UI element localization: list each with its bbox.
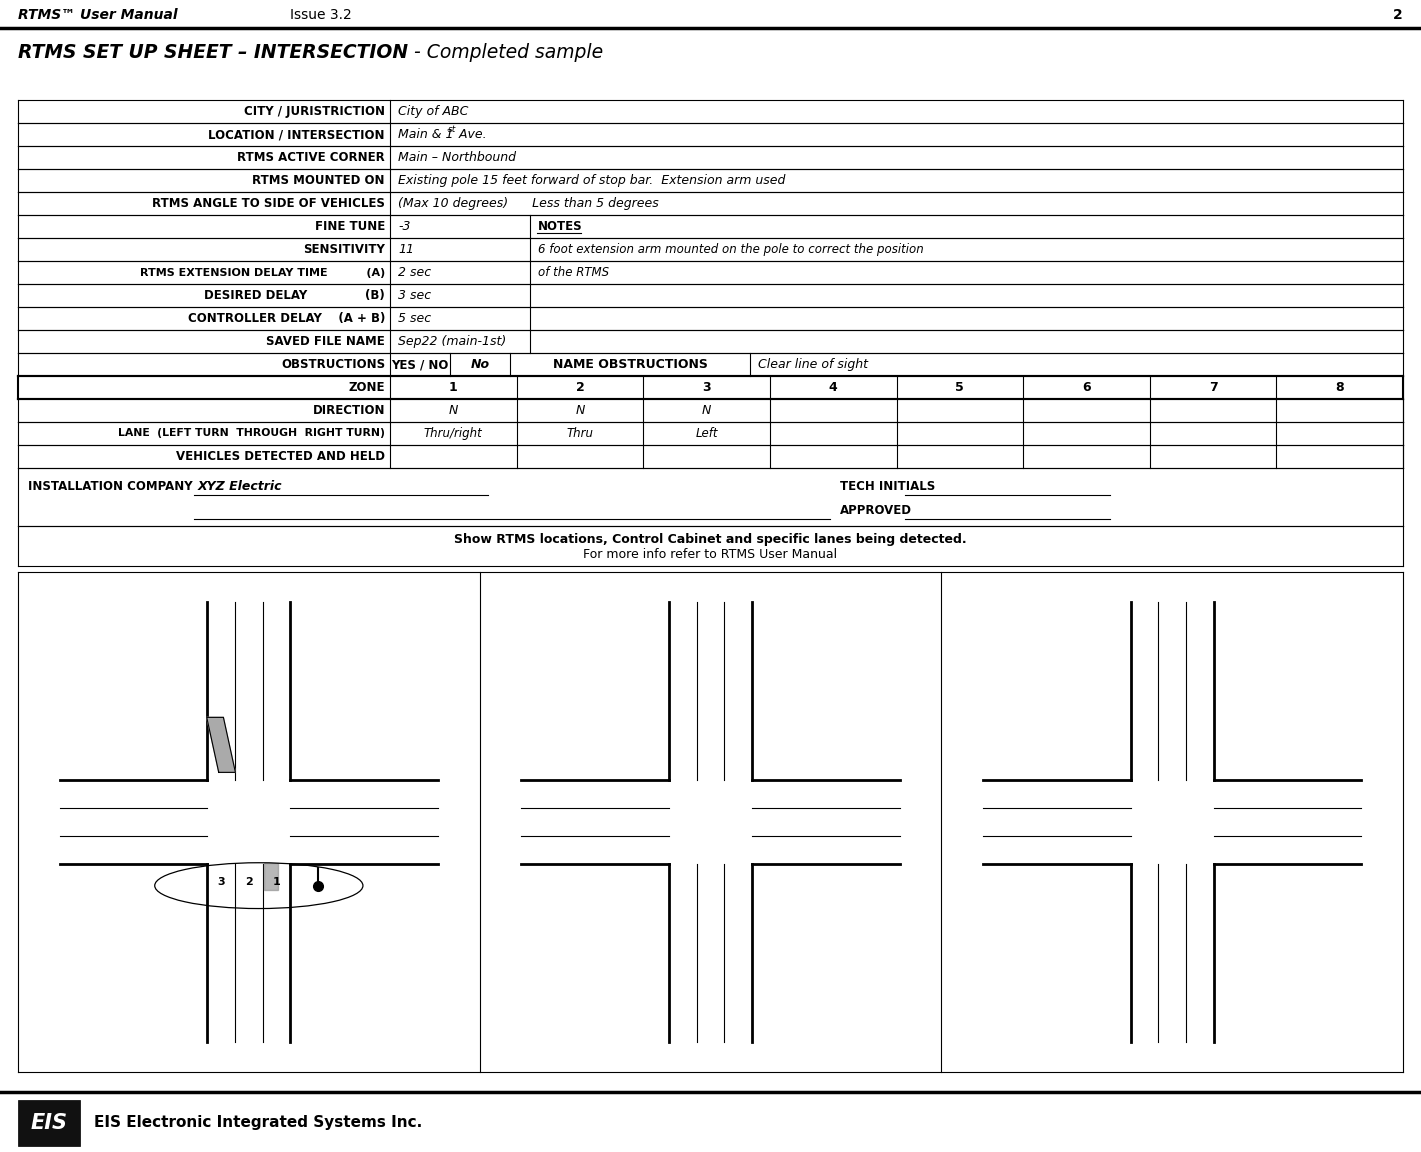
- Text: 2 sec: 2 sec: [398, 266, 431, 279]
- Text: 11: 11: [398, 243, 414, 256]
- Text: DESIRED DELAY              (B): DESIRED DELAY (B): [205, 289, 385, 302]
- Text: RTMS ACTIVE CORNER: RTMS ACTIVE CORNER: [237, 151, 385, 164]
- Text: 5: 5: [955, 381, 965, 394]
- Text: OBSTRUCTIONS: OBSTRUCTIONS: [281, 358, 385, 371]
- Text: st: st: [448, 126, 456, 134]
- Text: TECH INITIALS: TECH INITIALS: [840, 479, 935, 493]
- Text: For more info refer to RTMS User Manual: For more info refer to RTMS User Manual: [583, 547, 837, 561]
- Text: CONTROLLER DELAY    (A + B): CONTROLLER DELAY (A + B): [188, 312, 385, 325]
- Text: - Completed sample: - Completed sample: [408, 43, 603, 61]
- Text: LOCATION / INTERSECTION: LOCATION / INTERSECTION: [209, 128, 385, 141]
- Text: RTMS EXTENSION DELAY TIME          (A): RTMS EXTENSION DELAY TIME (A): [139, 267, 385, 278]
- Text: 2: 2: [1393, 8, 1403, 22]
- Text: VEHICLES DETECTED AND HELD: VEHICLES DETECTED AND HELD: [176, 450, 385, 463]
- Text: (Max 10 degrees)      Less than 5 degrees: (Max 10 degrees) Less than 5 degrees: [398, 197, 659, 210]
- Text: 6: 6: [1083, 381, 1091, 394]
- Text: RTMS SET UP SHEET – INTERSECTION: RTMS SET UP SHEET – INTERSECTION: [18, 43, 408, 61]
- Bar: [18, 1100, 80, 1146]
- Text: SENSITIVITY: SENSITIVITY: [303, 243, 385, 256]
- Polygon shape: [206, 718, 236, 772]
- Text: DIRECTION: DIRECTION: [313, 404, 385, 417]
- Text: 6 foot extension arm mounted on the pole to correct the position: 6 foot extension arm mounted on the pole…: [539, 243, 924, 256]
- Text: Main & 1: Main & 1: [398, 128, 453, 141]
- Text: of the RTMS: of the RTMS: [539, 266, 610, 279]
- Text: RTMS MOUNTED ON: RTMS MOUNTED ON: [253, 174, 385, 187]
- Text: 4: 4: [828, 381, 837, 394]
- Text: INSTALLATION COMPANY: INSTALLATION COMPANY: [28, 479, 193, 493]
- Text: RTMS™ User Manual: RTMS™ User Manual: [18, 8, 178, 22]
- Text: Thru/right: Thru/right: [423, 427, 483, 440]
- Text: YES / NO: YES / NO: [391, 358, 449, 371]
- Text: NOTES: NOTES: [539, 220, 583, 233]
- Text: LANE  (LEFT TURN  THROUGH  RIGHT TURN): LANE (LEFT TURN THROUGH RIGHT TURN): [118, 429, 385, 439]
- Text: 2: 2: [244, 877, 253, 887]
- Text: SAVED FILE NAME: SAVED FILE NAME: [266, 335, 385, 348]
- Text: -3: -3: [398, 220, 411, 233]
- Text: Clear line of sight: Clear line of sight: [757, 358, 868, 371]
- Text: CITY / JURISTRICTION: CITY / JURISTRICTION: [244, 105, 385, 118]
- Text: RTMS ANGLE TO SIDE OF VEHICLES: RTMS ANGLE TO SIDE OF VEHICLES: [152, 197, 385, 210]
- Text: No: No: [470, 358, 490, 371]
- Text: Existing pole 15 feet forward of stop bar.  Extension arm used: Existing pole 15 feet forward of stop ba…: [398, 174, 786, 187]
- Text: Left: Left: [695, 427, 718, 440]
- Text: N: N: [702, 404, 712, 417]
- Text: 2: 2: [576, 381, 584, 394]
- Text: 3: 3: [217, 877, 225, 887]
- Text: ZONE: ZONE: [348, 381, 385, 394]
- Text: 8: 8: [1336, 381, 1344, 394]
- Text: NAME OBSTRUCTIONS: NAME OBSTRUCTIONS: [553, 358, 708, 371]
- Text: 5 sec: 5 sec: [398, 312, 431, 325]
- Text: 1: 1: [273, 877, 280, 887]
- Text: EIS Electronic Integrated Systems Inc.: EIS Electronic Integrated Systems Inc.: [94, 1115, 422, 1130]
- Text: XYZ Electric: XYZ Electric: [198, 479, 283, 493]
- Text: Sep22 (main-1st): Sep22 (main-1st): [398, 335, 506, 348]
- Polygon shape: [264, 863, 279, 890]
- Text: N: N: [449, 404, 458, 417]
- Text: 1: 1: [449, 381, 458, 394]
- Text: City of ABC: City of ABC: [398, 105, 469, 118]
- Text: APPROVED: APPROVED: [840, 503, 912, 516]
- Text: N: N: [576, 404, 584, 417]
- Text: Ave.: Ave.: [455, 128, 486, 141]
- Text: 3 sec: 3 sec: [398, 289, 431, 302]
- Text: FINE TUNE: FINE TUNE: [314, 220, 385, 233]
- Text: Show RTMS locations, Control Cabinet and specific lanes being detected.: Show RTMS locations, Control Cabinet and…: [453, 533, 966, 546]
- Text: Thru: Thru: [567, 427, 594, 440]
- Text: 3: 3: [702, 381, 710, 394]
- Text: Main – Northbound: Main – Northbound: [398, 151, 516, 164]
- Text: EIS: EIS: [30, 1113, 68, 1134]
- Text: Issue 3.2: Issue 3.2: [290, 8, 352, 22]
- Text: 7: 7: [1209, 381, 1218, 394]
